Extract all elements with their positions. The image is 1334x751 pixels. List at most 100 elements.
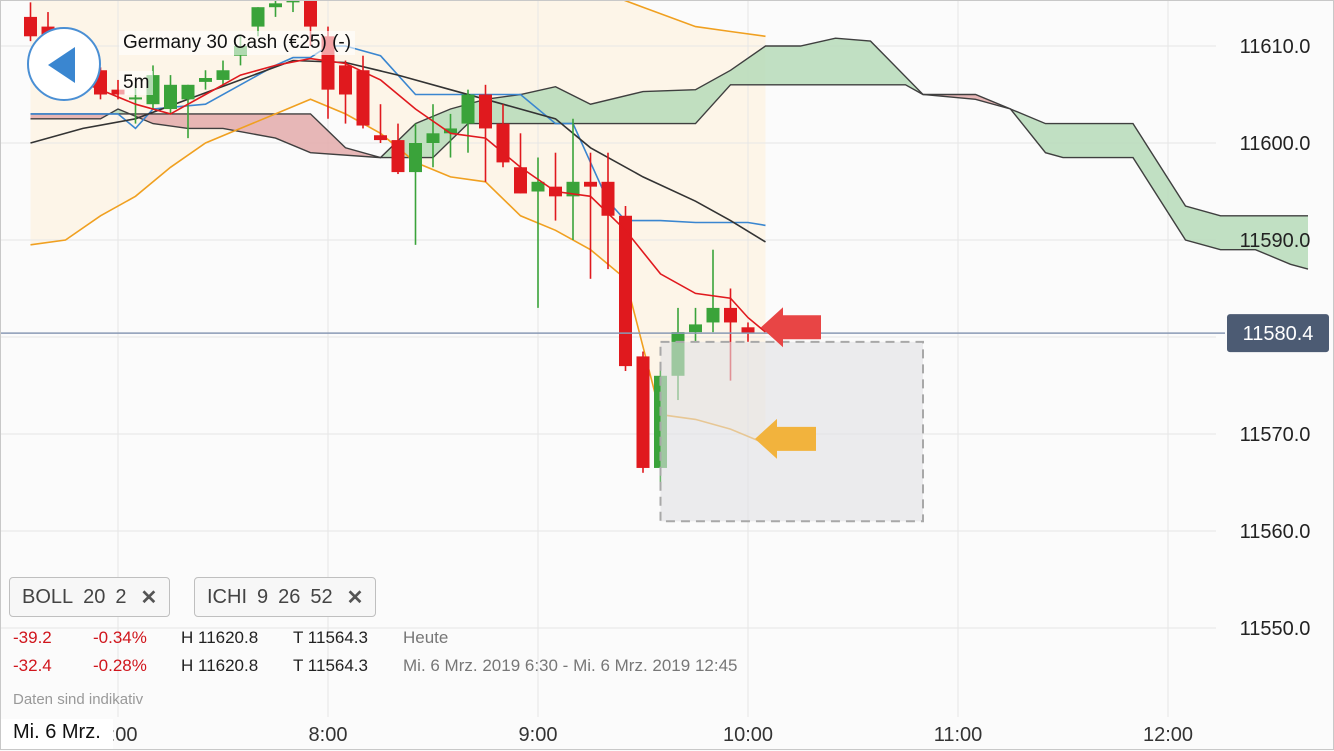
kumo-bullish <box>380 38 928 158</box>
x-tick-label: 10:00 <box>723 724 773 746</box>
candle <box>706 249 720 333</box>
candle-body <box>531 181 545 192</box>
change-percent: -0.28% <box>93 656 147 675</box>
candle-body <box>339 65 352 95</box>
back-button[interactable] <box>27 27 101 101</box>
period-label: Mi. 6 Mrz. 2019 6:30 - Mi. 6 Mrz. 2019 1… <box>403 656 738 675</box>
candle-body <box>164 84 177 110</box>
interval-label[interactable]: 5m <box>119 71 154 95</box>
candle-body <box>269 3 282 8</box>
candle <box>164 75 177 114</box>
candle <box>619 206 632 371</box>
kumo-bearish <box>30 113 110 119</box>
candle-body <box>514 167 527 194</box>
indicator-param: 9 <box>257 585 269 608</box>
bollinger-upper <box>623 1 766 38</box>
signal-arrow-red <box>761 307 821 348</box>
close-icon[interactable]: ✕ <box>346 586 364 609</box>
candle-body <box>724 307 737 323</box>
indicator-param: 2 <box>115 585 127 608</box>
current-price-badge <box>1227 314 1329 353</box>
candle <box>181 84 195 139</box>
high-value: H 11620.8 <box>181 656 259 675</box>
ichimoku-kijun <box>30 59 766 243</box>
y-tick-label: 11550.0 <box>1240 618 1311 640</box>
candle-body <box>444 128 457 134</box>
signal-arrow-orange <box>755 418 816 459</box>
candle-body <box>374 135 387 141</box>
y-tick-label: 11610.0 <box>1240 36 1311 58</box>
candle-body <box>461 94 475 124</box>
candle <box>216 60 230 85</box>
candle-body <box>636 356 650 468</box>
y-tick-label: 11560.0 <box>1240 521 1311 543</box>
y-tick-label: 11590.0 <box>1240 230 1311 252</box>
candle-body <box>181 84 195 100</box>
indicator-param: 26 <box>278 585 301 608</box>
candle <box>339 60 352 124</box>
bollinger-middle <box>30 57 767 333</box>
candle <box>24 2 37 42</box>
x-tick-label: 9:00 <box>519 724 558 746</box>
candle <box>409 123 422 245</box>
candle-body <box>24 16 37 37</box>
candle-body <box>391 140 405 173</box>
current-price-label: 11580.4 <box>1243 323 1314 345</box>
indicator-chip-ichi[interactable]: ICHI 9 26 52 ✕ <box>194 577 377 617</box>
ichimoku-span-b <box>30 84 1309 270</box>
disclaimer-note: Daten sind indikativ <box>13 691 144 708</box>
indicator-param: 20 <box>83 585 106 608</box>
candle <box>444 113 457 158</box>
indicator-chip-boll[interactable]: BOLL 20 2 ✕ <box>9 577 171 617</box>
arrow-left-icon <box>48 47 75 83</box>
candle <box>531 157 545 308</box>
candle <box>689 307 702 342</box>
candle-body <box>286 1 300 3</box>
candle-body <box>496 123 510 163</box>
candle-body <box>689 324 702 333</box>
candle <box>374 104 387 143</box>
candle-body <box>356 70 370 126</box>
candle-body <box>619 215 632 367</box>
change-percent: -0.34% <box>93 628 147 647</box>
change-value: -32.4 <box>13 656 52 675</box>
indicator-name: BOLL <box>22 585 74 608</box>
candle <box>356 55 370 129</box>
x-axis: 7:00 8:00 9:00 10:00 11:00 12:00 <box>99 724 1194 746</box>
candle-body <box>216 70 230 80</box>
kumo-bullish <box>1010 109 1308 270</box>
candle <box>636 351 650 473</box>
kumo-bearish <box>927 94 1011 109</box>
candle-body <box>304 1 317 27</box>
candle <box>479 84 492 182</box>
change-value: -39.2 <box>13 628 52 647</box>
candle <box>461 89 475 153</box>
candle <box>391 123 405 175</box>
candle-body <box>741 327 755 334</box>
close-icon[interactable]: ✕ <box>140 586 158 609</box>
candle <box>426 104 440 168</box>
low-value: T 11564.3 <box>293 656 368 675</box>
candle-body <box>479 94 492 129</box>
candle-body <box>706 307 720 323</box>
candle-body <box>129 97 142 100</box>
candle <box>601 152 615 270</box>
candle <box>741 322 755 342</box>
candle-body <box>111 89 125 95</box>
candle-body <box>251 7 265 27</box>
candle <box>199 70 212 90</box>
date-label: Mi. 6 Mrz. <box>1 719 113 749</box>
period-label: Heute <box>403 628 449 647</box>
y-tick-label: 11600.0 <box>1240 133 1311 155</box>
candle-body <box>199 78 212 82</box>
candle-body <box>601 181 615 216</box>
candle <box>269 1 282 17</box>
indicator-name: ICHI <box>207 585 247 608</box>
candle-body <box>409 143 422 173</box>
candle <box>584 152 597 279</box>
instrument-title: Germany 30 Cash (€25) (-) <box>119 31 356 55</box>
candle <box>496 104 510 168</box>
x-tick-label: 8:00 <box>309 724 348 746</box>
